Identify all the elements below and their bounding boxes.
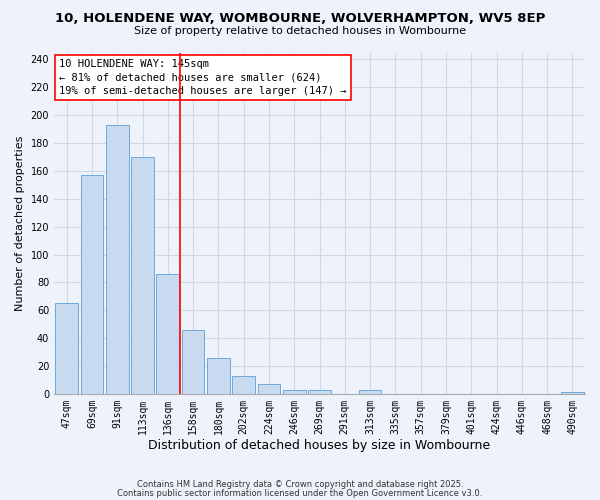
Bar — [157, 274, 179, 394]
Text: 10, HOLENDENE WAY, WOMBOURNE, WOLVERHAMPTON, WV5 8EP: 10, HOLENDENE WAY, WOMBOURNE, WOLVERHAMP… — [55, 12, 545, 26]
Bar — [106, 125, 128, 394]
Bar — [561, 392, 584, 394]
Bar — [308, 390, 331, 394]
Bar — [207, 358, 230, 394]
Bar — [257, 384, 280, 394]
Text: 10 HOLENDENE WAY: 145sqm
← 81% of detached houses are smaller (624)
19% of semi-: 10 HOLENDENE WAY: 145sqm ← 81% of detach… — [59, 60, 347, 96]
X-axis label: Distribution of detached houses by size in Wombourne: Distribution of detached houses by size … — [148, 440, 491, 452]
Bar — [359, 390, 382, 394]
Bar — [283, 390, 305, 394]
Bar — [232, 376, 255, 394]
Bar — [55, 304, 78, 394]
Bar — [131, 157, 154, 394]
Bar — [182, 330, 205, 394]
Text: Contains HM Land Registry data © Crown copyright and database right 2025.: Contains HM Land Registry data © Crown c… — [137, 480, 463, 489]
Text: Contains public sector information licensed under the Open Government Licence v3: Contains public sector information licen… — [118, 488, 482, 498]
Text: Size of property relative to detached houses in Wombourne: Size of property relative to detached ho… — [134, 26, 466, 36]
Y-axis label: Number of detached properties: Number of detached properties — [15, 136, 25, 311]
Bar — [80, 175, 103, 394]
